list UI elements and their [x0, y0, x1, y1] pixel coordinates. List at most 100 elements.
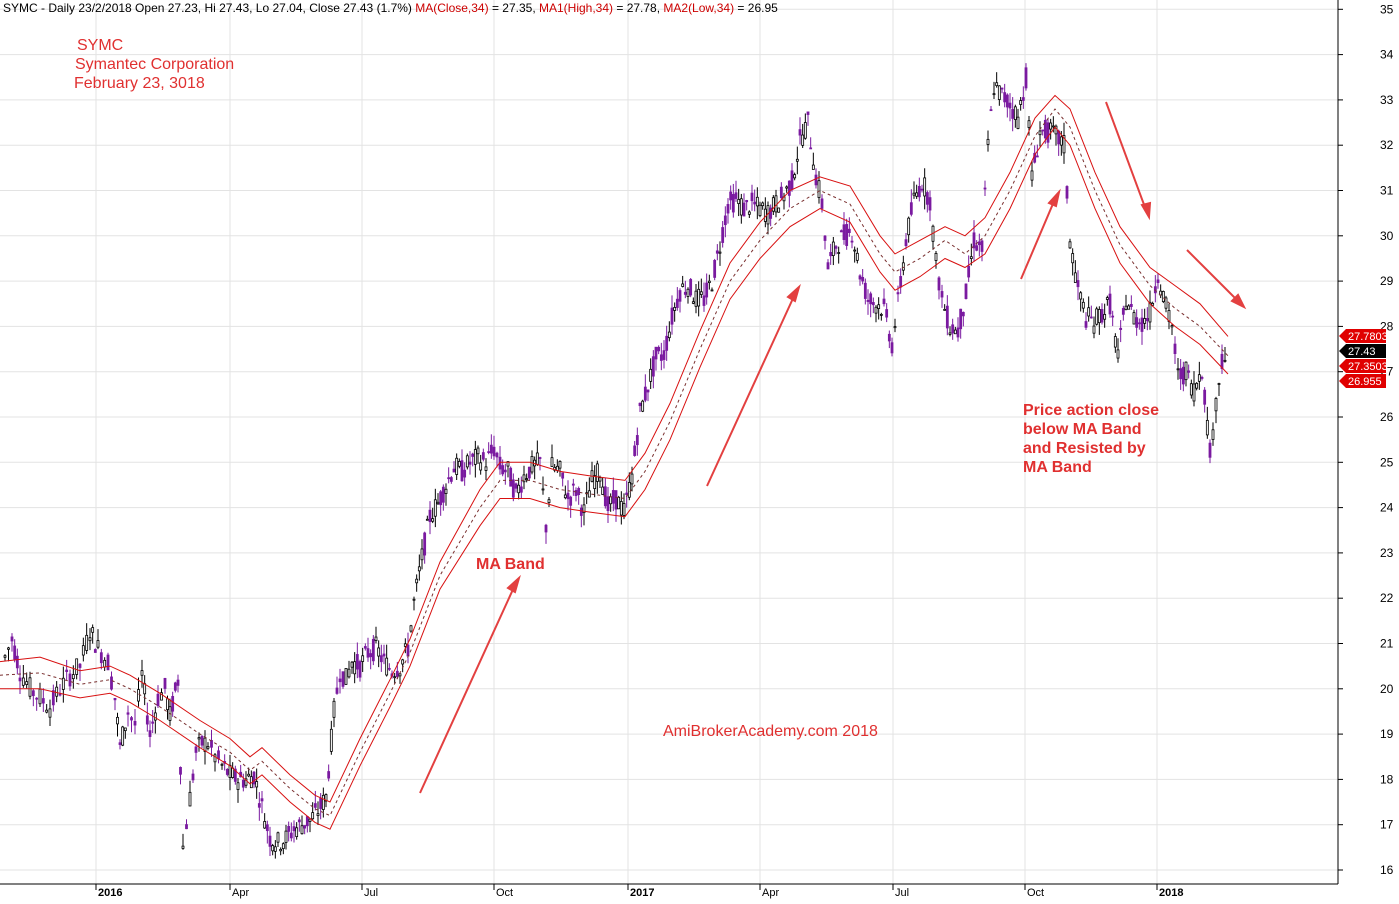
header-ma-value: = 27.35, [489, 1, 539, 15]
y-tick-label: 23 [1380, 546, 1394, 560]
candle-body [311, 812, 315, 820]
candle-body [341, 671, 345, 687]
candle-body [350, 661, 354, 668]
title-company: Symantec Corporation [75, 56, 234, 73]
candle-body [501, 465, 505, 475]
candle-body [811, 164, 815, 170]
ma-band-label: MA Band [476, 556, 545, 573]
candle-body [148, 730, 152, 737]
candle-body [879, 313, 883, 316]
y-tick-label: 30 [1380, 229, 1394, 243]
candle-body [1079, 292, 1083, 300]
candle-body [495, 452, 499, 458]
candle-body [847, 228, 851, 234]
candle-body [1179, 368, 1183, 380]
y-tick-label: 35 [1380, 2, 1394, 16]
candle-body [295, 827, 299, 838]
candle-body [989, 109, 993, 112]
y-tick-label: 22 [1380, 591, 1394, 605]
candle-body [3, 655, 7, 658]
candle-body [143, 683, 147, 695]
candle-body [598, 477, 602, 482]
candle-body [268, 835, 272, 847]
candle-body [582, 504, 586, 514]
candle-body [15, 655, 19, 669]
candle-body [423, 532, 427, 556]
candle-body [1095, 308, 1099, 325]
candle-body [329, 728, 333, 752]
candle-body [737, 199, 741, 204]
candle-body [1187, 370, 1191, 373]
candle-body [103, 659, 107, 668]
candle-body [771, 197, 775, 212]
arrow-3-head [1047, 188, 1061, 208]
candle-body [327, 771, 331, 779]
candle-body [705, 282, 709, 298]
candle-body [571, 483, 575, 486]
candle-body [247, 773, 251, 777]
candle-body [519, 486, 523, 493]
candle-body [409, 625, 413, 632]
candle-body [1076, 280, 1080, 288]
candle-body [433, 499, 437, 517]
candle-body [106, 654, 110, 671]
candle-body [1124, 305, 1128, 311]
candle-body [858, 275, 862, 280]
x-tick-label: 2017 [630, 887, 654, 899]
candle-body [206, 746, 210, 749]
candle-body [91, 627, 95, 633]
candle-body [374, 636, 378, 641]
candle-body [61, 677, 65, 690]
candle-body [276, 832, 280, 843]
candle-body [116, 716, 119, 725]
candle-body [179, 766, 182, 775]
candle-body [1071, 253, 1075, 264]
candle-body [699, 291, 703, 295]
candle-body [113, 697, 117, 701]
candle-body [667, 331, 671, 339]
candle-body [675, 298, 679, 308]
note-line-4: MA Band [1023, 459, 1092, 476]
arrow-1-head [506, 574, 521, 594]
candle-body [745, 200, 749, 203]
candle-body [1176, 368, 1180, 371]
candle-body [417, 566, 421, 572]
candle-body [814, 174, 818, 186]
candle-body [1005, 94, 1009, 108]
ma-low-line [0, 126, 1229, 830]
candle-body [956, 327, 960, 338]
candle-body [481, 452, 485, 460]
candle-body [662, 350, 666, 360]
y-tick-label: 19 [1380, 727, 1394, 741]
candle-body [484, 466, 488, 471]
candle-body [1089, 316, 1093, 319]
candle-body [625, 492, 629, 496]
candle-body [38, 688, 42, 705]
candle-body [694, 290, 698, 307]
candle-body [831, 241, 835, 256]
candle-body [869, 293, 873, 305]
candle-body [635, 435, 639, 446]
candle-body [702, 295, 706, 306]
candle-body [1065, 186, 1069, 199]
y-tick-label: 33 [1380, 93, 1394, 107]
candle-body [51, 690, 55, 706]
candle-body [787, 180, 791, 196]
candle-body [547, 499, 551, 503]
candle-body [758, 204, 762, 217]
candle-body [305, 816, 309, 827]
candle-body [785, 186, 789, 189]
candle-body [779, 186, 783, 199]
candle-body [817, 180, 821, 198]
candle-body [734, 192, 738, 199]
arrow-5 [1186, 249, 1239, 302]
candle-body [431, 518, 435, 522]
candle-body [964, 283, 968, 299]
ma-high-line [0, 94, 1229, 803]
candle-body [801, 134, 805, 146]
candle-body [896, 292, 900, 295]
candle-body [110, 676, 113, 690]
candle-body [1121, 308, 1125, 315]
candle-body [255, 781, 259, 788]
